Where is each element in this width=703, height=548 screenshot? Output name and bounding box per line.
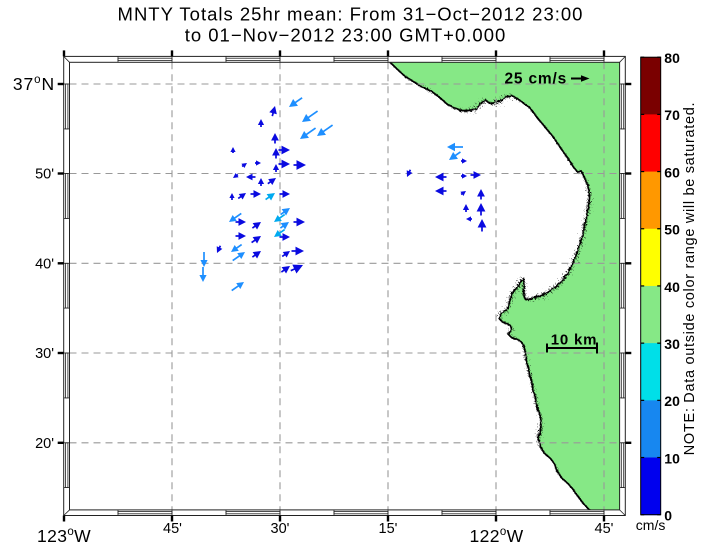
svg-text:50': 50' <box>35 167 54 183</box>
svg-text:MNTY Totals 25hr mean: From 31: MNTY Totals 25hr mean: From 31−Oct−2012 … <box>118 4 584 25</box>
svg-text:122oW: 122oW <box>469 526 523 546</box>
svg-text:45': 45' <box>163 521 182 537</box>
svg-text:40': 40' <box>35 257 54 273</box>
svg-text:0: 0 <box>664 508 672 524</box>
svg-text:45': 45' <box>595 521 614 537</box>
svg-text:10 km: 10 km <box>551 332 598 349</box>
svg-text:to 01−Nov−2012 23:00 GMT+0.000: to 01−Nov−2012 23:00 GMT+0.000 <box>185 25 507 46</box>
svg-text:NOTE: Data outside color range: NOTE: Data outside color range will be s… <box>682 102 698 455</box>
svg-text:70: 70 <box>664 107 680 123</box>
svg-text:37oN: 37oN <box>13 74 55 94</box>
svg-text:60: 60 <box>664 164 680 180</box>
svg-text:40: 40 <box>664 279 680 295</box>
svg-text:25 cm/s: 25 cm/s <box>505 71 567 88</box>
svg-text:30: 30 <box>664 336 680 352</box>
svg-text:10: 10 <box>664 450 680 466</box>
svg-text:123oW: 123oW <box>37 526 91 546</box>
svg-text:20': 20' <box>35 436 54 452</box>
svg-text:cm/s: cm/s <box>636 517 666 533</box>
svg-text:30': 30' <box>35 346 54 362</box>
svg-text:80: 80 <box>664 50 680 66</box>
svg-text:20: 20 <box>664 393 680 409</box>
svg-text:15': 15' <box>379 521 398 537</box>
svg-text:50: 50 <box>664 222 680 238</box>
svg-text:30': 30' <box>271 521 290 537</box>
